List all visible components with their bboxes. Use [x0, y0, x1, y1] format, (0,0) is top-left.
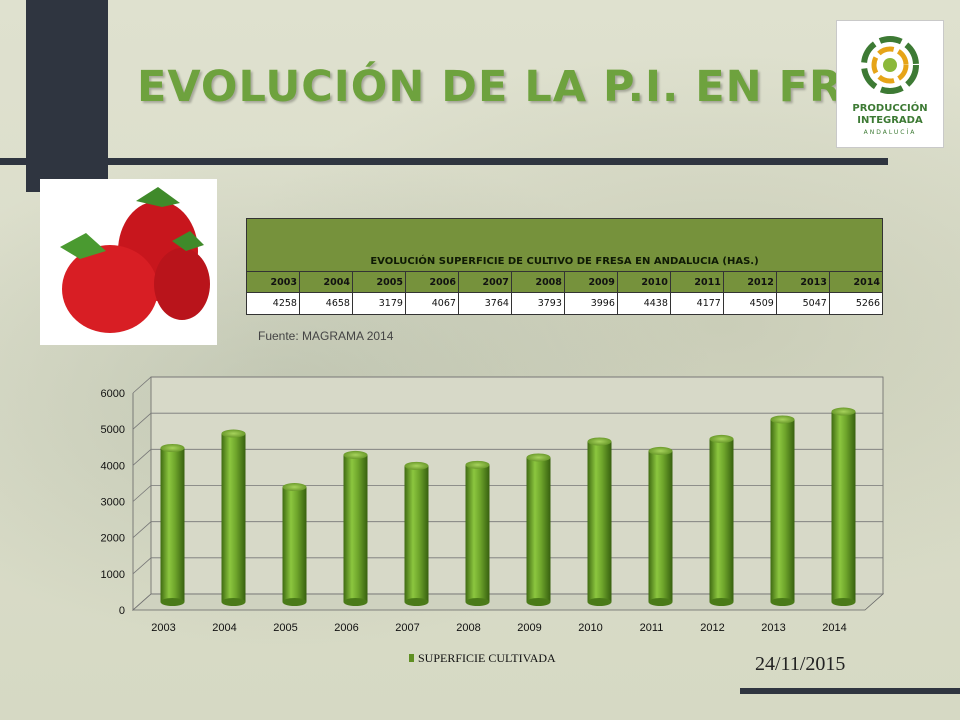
bar-2003 [160, 444, 185, 606]
y-tick-label: 1000 [101, 569, 125, 581]
table-year-cell: 2006 [404, 271, 459, 293]
y-tick-label: 4000 [101, 460, 125, 472]
bar-2004 [221, 429, 246, 606]
logo: PRODUCCIÓN INTEGRADA ANDALUCÍA [836, 20, 944, 148]
gridline [132, 557, 883, 575]
x-tick-label: 2011 [640, 622, 664, 634]
table-value-cell: 3179 [351, 292, 406, 315]
table-value-cell: 4438 [616, 292, 671, 315]
y-tick-label: 2000 [101, 533, 125, 545]
table-year-cell: 2011 [669, 271, 724, 293]
gridline [132, 485, 883, 502]
table-value-row: 4258 4658 3179 4067 3764 3793 3996 4438 4177 4509… [246, 292, 884, 315]
table-caption: EVOLUCIÓN SUPERFICIE DE CULTIVO DE FRESA… [246, 218, 883, 272]
bar-2010 [587, 437, 612, 606]
x-tick-label: 2003 [151, 622, 175, 634]
x-tick-label: 2009 [517, 622, 541, 634]
gridline [132, 412, 883, 430]
gridline [132, 521, 883, 538]
x-tick-label: 2012 [700, 622, 724, 634]
data-table: EVOLUCIÓN SUPERFICIE DE CULTIVO DE FRESA… [246, 218, 884, 315]
table-year-cell: 2014 [828, 271, 884, 293]
y-tick-label: 6000 [101, 388, 125, 400]
x-tick-label: 2007 [395, 622, 419, 634]
gridline [132, 593, 883, 611]
bar-2014 [831, 407, 856, 606]
table-value-cell: 5047 [775, 292, 830, 315]
slide-date: 24/11/2015 [755, 653, 846, 675]
logo-text-line2: INTEGRADA [857, 115, 923, 126]
table-year-cell: 2005 [351, 271, 406, 293]
table-value-cell: 4258 [246, 292, 300, 315]
x-tick-label: 2005 [273, 622, 297, 634]
table-year-cell: 2013 [775, 271, 830, 293]
table-value-cell: 4658 [298, 292, 353, 315]
gridline [132, 448, 883, 466]
table-value-cell: 3996 [563, 292, 618, 315]
table-year-cell: 2008 [510, 271, 565, 293]
top-divider [0, 158, 888, 165]
y-tick-label: 5000 [101, 424, 125, 436]
bar-2009 [526, 453, 551, 606]
x-tick-label: 2014 [822, 622, 846, 634]
x-tick-label: 2013 [761, 622, 785, 634]
bar-2011 [648, 446, 673, 606]
table-value-cell: 3793 [510, 292, 565, 315]
x-tick-label: 2008 [456, 622, 480, 634]
legend-swatch [409, 654, 414, 662]
y-tick-label: 0 [119, 605, 125, 617]
bar-2012 [709, 434, 734, 606]
bar-2013 [770, 415, 795, 606]
x-tick-label: 2010 [578, 622, 602, 634]
strawberries-photo [40, 179, 217, 345]
table-value-cell: 4509 [722, 292, 777, 315]
legend-label: SUPERFICIE CULTIVADA [418, 651, 556, 665]
logo-text-line3: ANDALUCÍA [863, 129, 917, 136]
slide-title: EVOLUCIÓN DE LA P.I. EN FRESA [137, 62, 940, 112]
bottom-divider [740, 688, 960, 694]
x-tick-label: 2006 [334, 622, 358, 634]
logo-text-line1: PRODUCCIÓN [852, 103, 928, 114]
gridline [132, 376, 883, 394]
x-tick-label: 2004 [212, 622, 236, 634]
bar-2007 [404, 461, 429, 606]
plot-side-edge [132, 393, 152, 611]
bar-2006 [343, 450, 368, 606]
produccion-integrada-logo-icon [861, 36, 919, 94]
table-year-cell: 2012 [722, 271, 777, 293]
source-note: Fuente: MAGRAMA 2014 [258, 329, 394, 343]
table-value-cell: 4067 [404, 292, 459, 315]
y-tick-label: 3000 [101, 497, 125, 509]
table-value-cell: 3764 [457, 292, 512, 315]
bar-2005 [282, 483, 307, 606]
table-value-cell: 5266 [828, 292, 884, 315]
table-value-cell: 4177 [669, 292, 724, 315]
table-year-cell: 2003 [246, 271, 300, 293]
bar-2008 [465, 460, 490, 606]
table-year-cell: 2010 [616, 271, 671, 293]
